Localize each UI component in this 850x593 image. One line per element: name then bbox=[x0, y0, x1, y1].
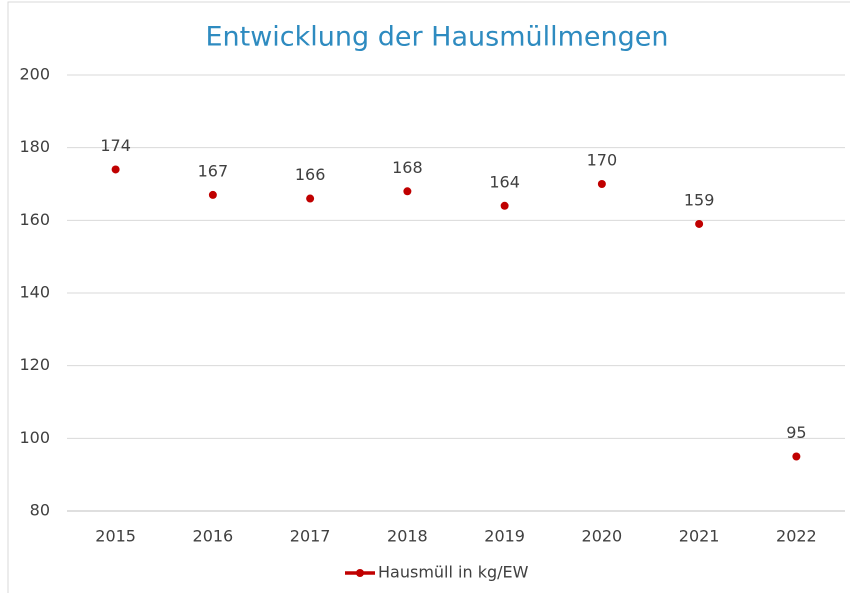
legend-label: Hausmüll in kg/EW bbox=[378, 563, 529, 582]
legend-marker bbox=[356, 569, 364, 577]
y-tick-label: 140 bbox=[19, 283, 50, 302]
data-point bbox=[792, 452, 801, 461]
chart-border bbox=[7, 1, 850, 593]
data-label: 159 bbox=[684, 190, 715, 209]
x-tick-label: 2022 bbox=[776, 527, 817, 546]
data-label: 95 bbox=[786, 423, 806, 442]
data-label: 168 bbox=[392, 158, 423, 177]
x-tick-label: 2021 bbox=[679, 527, 720, 546]
y-tick-label: 120 bbox=[19, 355, 50, 374]
data-point bbox=[403, 187, 412, 196]
chart-title: Entwicklung der Hausmüllmengen bbox=[205, 22, 668, 53]
y-tick-label: 200 bbox=[19, 65, 50, 84]
data-point bbox=[208, 190, 217, 199]
data-point bbox=[306, 194, 315, 203]
x-tick-label: 2015 bbox=[95, 527, 136, 546]
y-tick-label: 160 bbox=[19, 210, 50, 229]
x-tick-label: 2020 bbox=[582, 527, 623, 546]
x-tick-label: 2016 bbox=[193, 527, 234, 546]
data-point bbox=[695, 219, 704, 228]
data-point bbox=[111, 165, 120, 174]
x-tick-label: 2018 bbox=[387, 527, 428, 546]
data-label: 166 bbox=[295, 165, 326, 184]
data-point bbox=[597, 180, 606, 188]
data-point bbox=[500, 201, 509, 210]
x-tick-label: 2019 bbox=[484, 527, 525, 546]
x-tick-label: 2017 bbox=[290, 527, 331, 546]
data-label: 164 bbox=[489, 172, 520, 191]
y-tick-label: 100 bbox=[19, 428, 50, 447]
data-label: 170 bbox=[587, 151, 618, 170]
y-tick-label: 180 bbox=[19, 137, 50, 156]
data-label: 167 bbox=[198, 161, 229, 180]
y-tick-label: 80 bbox=[30, 501, 50, 520]
data-label: 174 bbox=[100, 136, 131, 155]
